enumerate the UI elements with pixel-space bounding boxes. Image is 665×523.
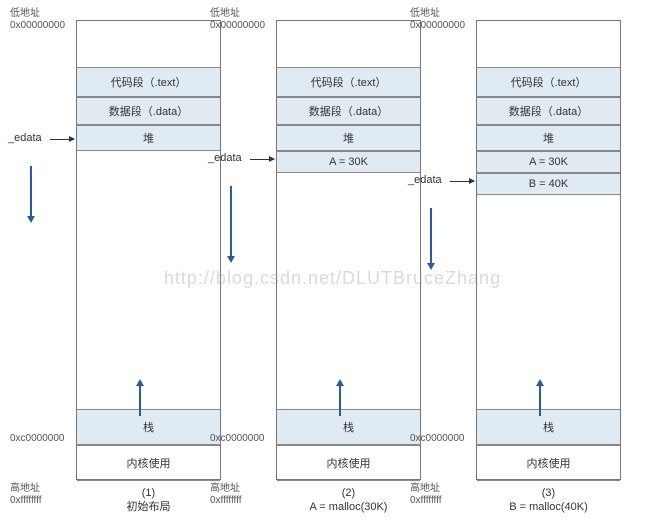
addr-kernel-label: 0xc0000000: [410, 433, 465, 445]
seg-data: 数据段（.data）: [277, 97, 420, 125]
seg-text: 代码段（.text）: [477, 67, 620, 97]
edata-label: _edata: [8, 132, 42, 144]
seg-kernel: 内核使用: [77, 445, 220, 481]
seg-stack: 栈: [277, 409, 420, 445]
panel-caption: (1)初始布局: [76, 486, 221, 515]
seg-alloc-b: B = 40K: [477, 173, 620, 195]
seg-kernel: 内核使用: [277, 445, 420, 481]
memory-column: 代码段（.text） 数据段（.data） 堆 栈 内核使用: [76, 20, 221, 480]
seg-heap: 堆: [77, 125, 220, 151]
seg-text: 代码段（.text）: [77, 67, 220, 97]
memory-column: 代码段（.text） 数据段（.data） 堆 A = 30K B = 40K …: [476, 20, 621, 480]
addr-bottom-label: 高地址0xffffffff: [410, 483, 442, 507]
seg-alloc-a: A = 30K: [277, 151, 420, 173]
edata-arrow-icon: [50, 139, 74, 140]
seg-text: 代码段（.text）: [277, 67, 420, 97]
seg-kernel: 内核使用: [477, 445, 620, 481]
seg-heap: 堆: [477, 125, 620, 151]
panel-caption: (3)B = malloc(40K): [476, 486, 621, 515]
seg-heap: 堆: [277, 125, 420, 151]
edata-label: _edata: [408, 174, 442, 186]
addr-top-label: 低地址0x00000000: [210, 8, 265, 32]
addr-top-label: 低地址0x00000000: [410, 8, 465, 32]
seg-alloc-a: A = 30K: [477, 151, 620, 173]
addr-kernel-label: 0xc0000000: [10, 433, 65, 445]
addr-top-label: 低地址0x00000000: [10, 8, 65, 32]
edata-arrow-icon: [450, 181, 474, 182]
addr-bottom-label: 高地址0xffffffff: [10, 483, 42, 507]
memory-column: 代码段（.text） 数据段（.data） 堆 A = 30K 栈 内核使用: [276, 20, 421, 480]
addr-kernel-label: 0xc0000000: [210, 433, 265, 445]
addr-bottom-label: 高地址0xffffffff: [210, 483, 242, 507]
seg-data: 数据段（.data）: [77, 97, 220, 125]
edata-arrow-icon: [250, 159, 274, 160]
seg-stack: 栈: [77, 409, 220, 445]
panel-caption: (2)A = malloc(30K): [276, 486, 421, 515]
edata-label: _edata: [208, 152, 242, 164]
seg-stack: 栈: [477, 409, 620, 445]
seg-data: 数据段（.data）: [477, 97, 620, 125]
